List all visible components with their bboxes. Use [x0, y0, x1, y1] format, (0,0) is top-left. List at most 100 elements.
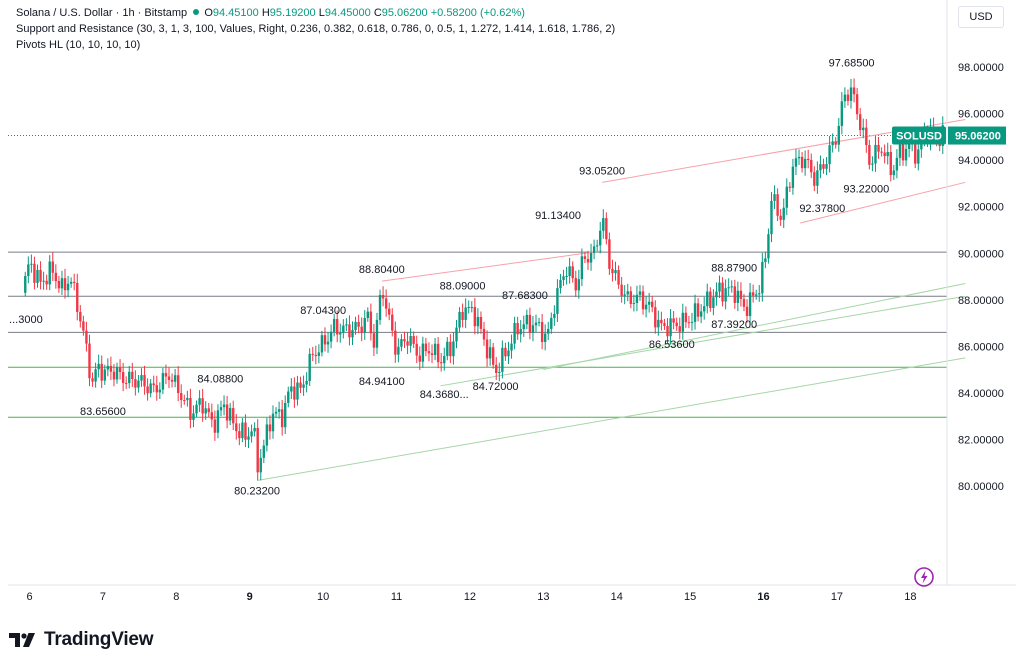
- pulse-icon[interactable]: [913, 566, 935, 588]
- pivot-label: 83.65600: [80, 406, 126, 418]
- brand-name[interactable]: TradingView: [44, 629, 154, 650]
- candle-body: [657, 319, 660, 328]
- pivot-label: 84.94100: [359, 376, 405, 388]
- candle-body: [540, 322, 544, 342]
- pivot-label: 93.22000: [843, 183, 889, 195]
- x-tick-label: 6: [26, 591, 32, 603]
- candle-body: [280, 409, 284, 428]
- candle-body: [109, 365, 113, 372]
- x-tick-label: 17: [831, 591, 843, 603]
- y-tick-label: 84.00000: [958, 388, 1004, 400]
- candle-body: [259, 457, 262, 473]
- candle-body: [326, 341, 330, 345]
- candle-body: [293, 386, 296, 400]
- candle-body: [868, 145, 871, 165]
- candle-body: [82, 321, 85, 331]
- candle-body: [247, 436, 250, 440]
- candle-body: [550, 317, 553, 329]
- candle-body: [556, 288, 559, 314]
- tradingview-logo-icon[interactable]: [8, 630, 38, 650]
- candle-body: [852, 87, 856, 95]
- candle-body: [687, 322, 691, 324]
- candle-body: [161, 373, 165, 390]
- candle-body: [592, 246, 596, 253]
- candle-body: [369, 311, 373, 334]
- candle-body: [176, 375, 180, 394]
- candle-body: [54, 272, 58, 281]
- symbol-tag: [892, 126, 946, 145]
- candle-body: [773, 194, 776, 201]
- candle-body: [134, 379, 137, 388]
- candle-body: [51, 261, 54, 273]
- x-tick-label: 10: [317, 591, 329, 603]
- indicator-pivots-hl[interactable]: Pivots HL (10, 10, 10, 10): [16, 39, 141, 51]
- pivot-label: 80.23200: [234, 485, 280, 497]
- candle-body: [742, 298, 746, 307]
- chart-canvas[interactable]: 97.68500 93.05200 91.13400 88.87900 88.80400…: [8, 0, 1016, 610]
- candle-body: [901, 144, 905, 161]
- candle-body: [553, 313, 556, 318]
- candle-body: [198, 398, 201, 405]
- candle-body: [345, 324, 348, 326]
- candle-body: [112, 371, 116, 380]
- candle-body: [473, 307, 477, 327]
- candle-body: [287, 391, 290, 403]
- candle-body: [85, 330, 88, 344]
- candle-body: [360, 326, 363, 333]
- candle-body: [424, 343, 428, 352]
- candle-body: [706, 291, 709, 307]
- candle-body: [124, 382, 128, 384]
- candle-body: [721, 282, 724, 302]
- x-tick-label: 18: [904, 591, 916, 603]
- candle-body: [167, 376, 171, 380]
- candle-body: [764, 258, 767, 263]
- candle-body: [467, 307, 470, 309]
- chart-frame[interactable]: 97.68500 93.05200 91.13400 88.87900 88.80400…: [8, 0, 1016, 610]
- candle-body: [244, 422, 247, 440]
- candle-body: [733, 286, 736, 303]
- candle-body: [400, 339, 403, 347]
- candle-body: [63, 278, 67, 291]
- candle-body: [837, 125, 840, 145]
- candle-body: [501, 347, 504, 372]
- candle-body: [693, 303, 697, 322]
- candle-body: [204, 408, 207, 414]
- candle-body: [828, 145, 831, 165]
- candle-body: [72, 281, 76, 283]
- candle-body: [840, 101, 844, 126]
- candle-body: [724, 288, 727, 302]
- candle-body: [195, 404, 198, 414]
- candle-body: [118, 367, 122, 373]
- candle-body: [797, 156, 801, 159]
- candle-body: [128, 371, 131, 384]
- y-tick-label: 90.00000: [958, 248, 1004, 260]
- candle-body: [42, 280, 45, 282]
- candle-body: [311, 353, 314, 355]
- candle-body: [507, 350, 510, 357]
- candle-body: [562, 276, 565, 280]
- x-tick-label: 16: [757, 591, 769, 603]
- y-tick-label: 86.00000: [958, 341, 1004, 353]
- y-tick-label: 96.00000: [958, 109, 1004, 121]
- candle-body: [36, 269, 39, 283]
- candle-body: [461, 311, 464, 320]
- candle-body: [654, 307, 657, 328]
- currency-button[interactable]: USD: [958, 6, 1004, 28]
- candle-body: [274, 411, 278, 414]
- candle-body: [479, 316, 483, 329]
- x-tick-label: 11: [391, 591, 402, 603]
- x-tick-label: 14: [611, 591, 623, 603]
- candle-body: [580, 256, 584, 280]
- candle-body: [170, 379, 174, 382]
- trend-line: [440, 295, 966, 387]
- indicator-support-resistance[interactable]: Support and Resistance (30, 3, 1, 3, 100…: [16, 23, 616, 35]
- candle-body: [241, 422, 244, 439]
- candle-body: [225, 404, 229, 421]
- candle-body: [378, 294, 382, 320]
- candle-body: [767, 234, 770, 259]
- pivot-label: 93.05200: [579, 165, 625, 177]
- candle-body: [323, 335, 327, 345]
- footer: TradingView: [8, 626, 154, 654]
- candle-body: [97, 363, 100, 370]
- candle-body: [100, 363, 103, 381]
